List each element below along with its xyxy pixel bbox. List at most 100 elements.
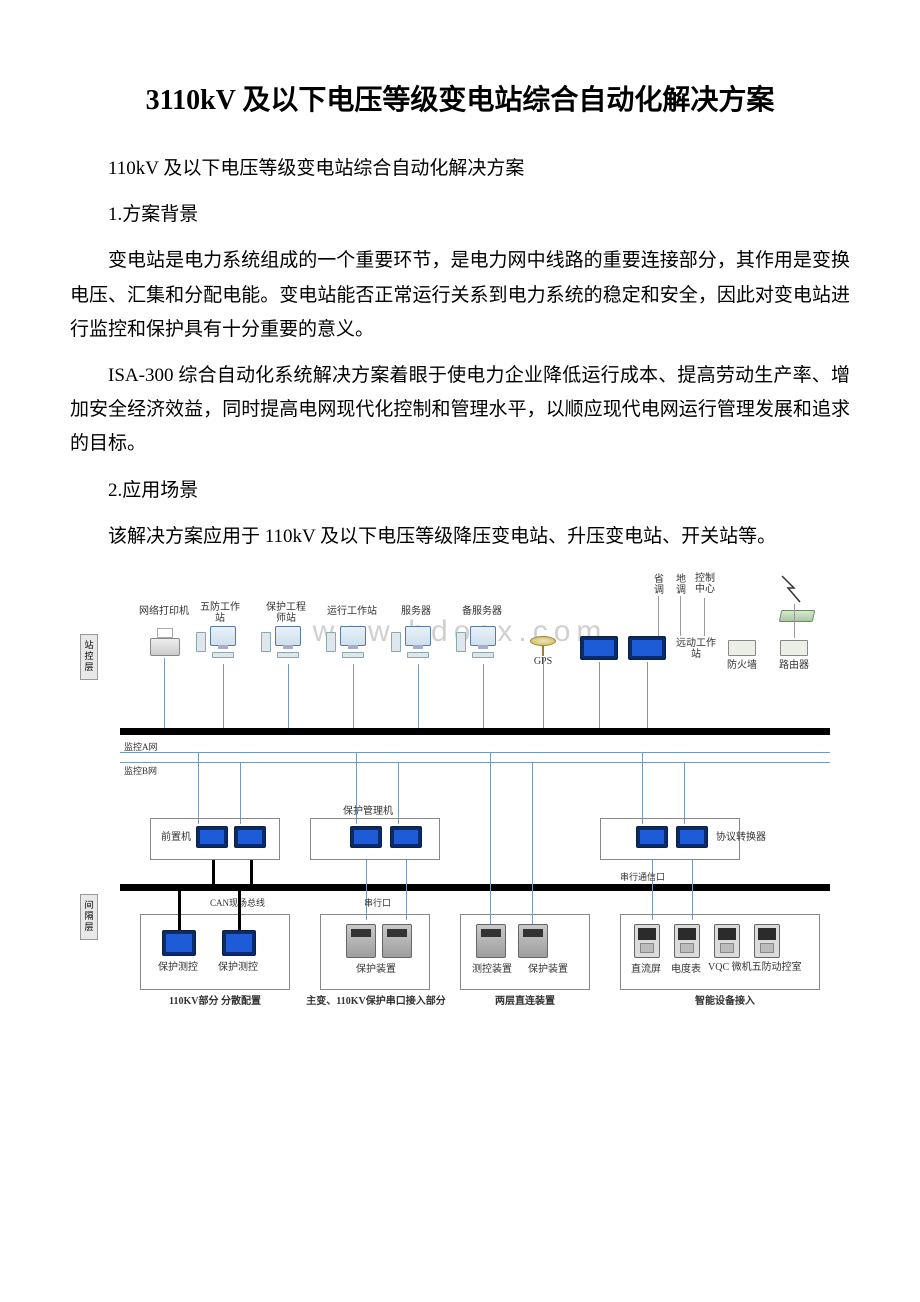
v-front2	[240, 762, 241, 824]
firewall-icon	[728, 640, 756, 656]
section-2-p1: 该解决方案应用于 110kV 及以下电压等级降压变电站、升压变电站、开关站等。	[70, 520, 850, 554]
mc-dev-label: 测控装置	[466, 964, 518, 975]
section-1-p2: ISA-300 综合自动化系统解决方案着眼于使电力企业降低运行成本、提高劳动生产…	[70, 359, 850, 462]
v-pc4	[418, 664, 419, 728]
protmgr-dev-1	[350, 826, 382, 848]
pc-wufang	[210, 626, 236, 658]
layer-tag-station: 站控层	[80, 634, 98, 680]
lbl-bserver: 备服务器	[458, 606, 506, 617]
gps-icon	[530, 636, 556, 656]
v-pcv-down2	[692, 860, 693, 920]
dc-label: 直流屏	[628, 964, 664, 975]
router-label: 路由器	[776, 660, 812, 671]
page-title: 3110kV 及以下电压等级变电站综合自动化解决方案	[70, 80, 850, 122]
v-pc5	[483, 664, 484, 728]
lbl-wufang: 五防工作站	[198, 602, 242, 624]
cap-maintrans: 主变、110KV保护串口接入部分	[306, 996, 446, 1007]
prot-dev-label: 保护装置	[346, 964, 406, 975]
prot-dev-b	[382, 924, 412, 958]
dc-screen	[634, 924, 660, 958]
section-1-p1: 变电站是电力系统组成的一个重要环节，是电力网中线路的重要连接部分，其作用是变换电…	[70, 244, 850, 347]
vb-pmc2	[238, 890, 241, 930]
modem-icon	[780, 610, 814, 622]
v-prov	[658, 596, 659, 636]
v-pcv-down1	[652, 860, 653, 920]
v-pm2	[398, 762, 399, 824]
serial-comm-label: 串行通信口	[620, 870, 665, 883]
energy-meter	[674, 924, 700, 958]
v-pcv2	[684, 762, 685, 824]
pc-protection-eng	[275, 626, 301, 658]
protoconv-dev-2	[676, 826, 708, 848]
v-ant	[794, 604, 795, 638]
pc-server	[405, 626, 431, 658]
v-pc1	[223, 664, 224, 728]
vqc-label: VQC 微机五防动控室	[708, 962, 808, 973]
protoconv-dev-1	[636, 826, 668, 848]
prot-dev2-label: 保护装置	[522, 964, 574, 975]
protmgr-label: 保护管理机	[338, 806, 398, 817]
prot-dev-2	[518, 924, 548, 958]
v-direct1	[490, 880, 491, 924]
lbl-op: 运行工作站	[326, 606, 378, 617]
bus-bottom	[120, 884, 830, 891]
remote-ws-2	[628, 636, 666, 660]
hdr-local: 地调	[672, 574, 690, 596]
prot-mc-2-label: 保护测控	[214, 962, 262, 973]
printer-icon	[150, 634, 180, 656]
front-dev-2	[234, 826, 266, 848]
subtitle: 110kV 及以下电压等级变电站综合自动化解决方案	[70, 152, 850, 186]
net-b-label: 监控B网	[124, 764, 157, 777]
mc-dev	[476, 924, 506, 958]
pc-operation	[340, 626, 366, 658]
pc-backup-server	[470, 626, 496, 658]
emeter-label: 电度表	[668, 964, 704, 975]
prot-mc-2	[222, 930, 256, 956]
v-mc2	[532, 762, 533, 880]
v-rws1	[599, 662, 600, 728]
hdr-prov: 省调	[650, 574, 668, 596]
v-mc1	[490, 752, 491, 880]
front-label: 前置机	[156, 832, 196, 843]
v-local	[680, 596, 681, 636]
vb-front	[212, 860, 215, 884]
v-printer	[164, 658, 165, 728]
remote-ws-label: 远动工作站	[676, 638, 716, 660]
router-icon	[780, 640, 808, 656]
cap-direct: 两层直连装置	[470, 996, 580, 1007]
section-2-head: 2.应用场景	[70, 474, 850, 508]
net-b-line	[120, 762, 830, 763]
serial-port-label: 串行口	[364, 896, 391, 909]
v-pcv1	[642, 752, 643, 824]
v-front1	[198, 752, 199, 824]
cap-smart: 智能设备接入	[650, 996, 800, 1007]
prot-dev	[346, 924, 376, 958]
lbl-printer: 网络打印机	[138, 606, 190, 617]
vb-pmc1	[178, 890, 181, 930]
v-pm-down1	[366, 860, 367, 920]
cap-110kv: 110KV部分 分散配置	[140, 996, 290, 1007]
front-dev-1	[196, 826, 228, 848]
v-rws2	[647, 662, 648, 728]
system-diagram: 站控层 间隔层 省调 地调 控制中心 GPS 远动工作站 防火	[80, 574, 840, 1044]
v-direct2	[532, 880, 533, 924]
v-ctrl	[704, 598, 705, 636]
v-pc3	[353, 664, 354, 728]
remote-ws-1	[580, 636, 618, 660]
section-1-head: 1.方案背景	[70, 198, 850, 232]
net-a-line	[120, 752, 830, 753]
lbl-server: 服务器	[396, 606, 436, 617]
protmgr-dev-2	[390, 826, 422, 848]
prot-mc-1	[162, 930, 196, 956]
prot-mc-1-label: 保护测控	[154, 962, 202, 973]
vqc-1	[714, 924, 740, 958]
net-a-label: 监控A网	[124, 740, 158, 753]
lbl-proteng: 保护工程师站	[262, 602, 310, 624]
bus-top	[120, 728, 830, 735]
page-content: 3110kV 及以下电压等级变电站综合自动化解决方案 110kV 及以下电压等级…	[70, 80, 850, 1044]
antenna-icon	[780, 574, 816, 607]
vqc-2	[754, 924, 780, 958]
v-pm-down2	[406, 860, 407, 920]
layer-tag-bay: 间隔层	[80, 894, 98, 940]
firewall-label: 防火墙	[724, 660, 760, 671]
